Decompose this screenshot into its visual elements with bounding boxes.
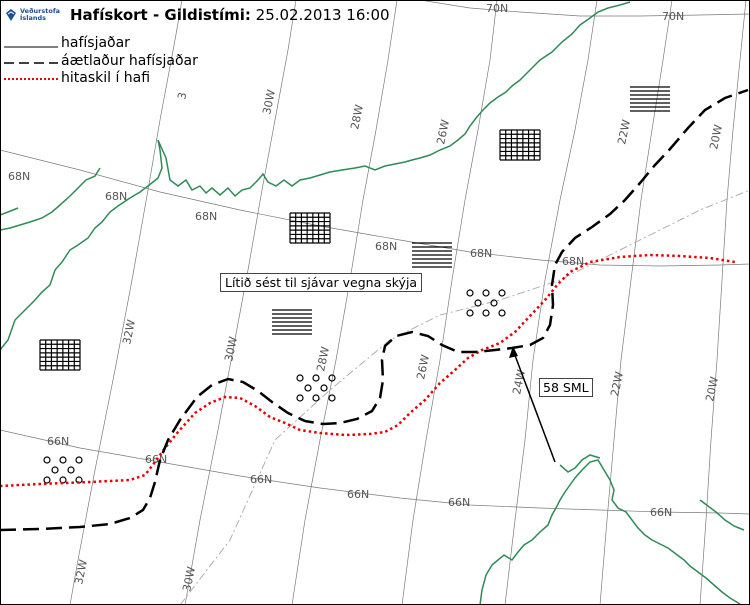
latitude-label: 68N bbox=[8, 170, 30, 183]
longitude-label: 26W bbox=[414, 353, 432, 380]
coastline-segment bbox=[479, 459, 741, 605]
meridian-line bbox=[69, 0, 183, 605]
coastline-segment bbox=[559, 454, 601, 473]
route-line bbox=[179, 189, 750, 605]
latitude-label: 70N bbox=[486, 2, 508, 15]
header: Veðurstofa Íslands Hafískort - Gildistím… bbox=[4, 2, 390, 28]
longitude-label: 32W bbox=[120, 318, 138, 345]
coastline-segment bbox=[0, 207, 19, 216]
logo-line2: Íslands bbox=[20, 14, 47, 22]
solid-line-icon bbox=[4, 46, 58, 48]
logo-icon bbox=[6, 9, 16, 21]
distance-label: 58 SML bbox=[539, 378, 593, 397]
longitude-label: 30W bbox=[222, 335, 240, 362]
new-ice-symbol bbox=[272, 309, 312, 335]
parallel-line bbox=[0, 429, 750, 515]
dashed-line-icon bbox=[4, 62, 58, 64]
latitude-label: 68N bbox=[195, 210, 217, 223]
ice-floe-dots-symbol bbox=[466, 289, 506, 317]
latitude-label: 66N bbox=[347, 488, 369, 501]
ice-floe-dots-symbol bbox=[43, 456, 83, 484]
new-ice-symbol bbox=[630, 86, 670, 112]
longitude-label: 32W bbox=[72, 558, 90, 585]
meridian-line bbox=[401, 0, 498, 605]
longitude-label: 28W bbox=[314, 345, 332, 372]
longitude-label: 26W bbox=[434, 118, 452, 145]
longitude-label: 20W bbox=[703, 375, 721, 402]
meridian-line bbox=[599, 0, 673, 605]
latitude-label: 68N bbox=[470, 247, 492, 260]
chart-title: Hafískort - Gildistími: 25.02.2013 16:00 bbox=[70, 6, 390, 24]
meridian-line bbox=[184, 0, 297, 605]
latitude-label: 68N bbox=[562, 255, 584, 268]
longitude-label: 22W bbox=[615, 118, 633, 145]
meridian-line bbox=[504, 0, 598, 605]
latitude-label: 66N bbox=[650, 506, 672, 519]
longitude-label: 20W bbox=[707, 123, 725, 150]
meridian-line bbox=[699, 0, 747, 605]
latitude-label: 66N bbox=[250, 473, 272, 486]
graticule-labels: 70N70N68N68N68N68N68N68N66N66N66N66N66N6… bbox=[8, 2, 725, 593]
latitude-label: 66N bbox=[47, 435, 69, 448]
title-prefix: Hafískort - Gildistími: bbox=[70, 6, 251, 24]
ice-floe-dots-symbol bbox=[296, 374, 336, 402]
close-pack-ice-symbol bbox=[39, 339, 81, 371]
coastline-segment bbox=[699, 499, 745, 531]
legend-label-estimated-ice-edge: áætlaður hafísjaðar bbox=[61, 53, 198, 69]
parallel-line bbox=[419, 0, 750, 17]
logo-line1: Veðurstofa bbox=[20, 7, 61, 15]
latitude-label: 66N bbox=[448, 496, 470, 509]
latitude-label: 68N bbox=[105, 190, 127, 203]
close-pack-ice-symbol bbox=[289, 212, 331, 244]
longitude-label: 30W bbox=[180, 565, 198, 592]
legend-temperature-front: hitaskil í hafi bbox=[2, 69, 150, 87]
longitude-label: 30W bbox=[260, 88, 278, 115]
coastline-segment bbox=[0, 167, 101, 231]
close-pack-ice-symbol bbox=[499, 129, 541, 161]
latitude-label: 68N bbox=[375, 240, 397, 253]
distance-arrow bbox=[509, 346, 556, 463]
legend-estimated-ice-edge: áætlaður hafísjaðar bbox=[2, 52, 198, 70]
longitude-label: 22W bbox=[608, 370, 626, 397]
dotted-red-line-icon bbox=[4, 78, 58, 80]
meridian-line bbox=[291, 0, 398, 605]
valid-time: 25.02.2013 16:00 bbox=[255, 6, 390, 24]
legend-label-temperature-front: hitaskil í hafi bbox=[61, 70, 151, 86]
latitude-label: 70N bbox=[662, 10, 684, 23]
cloud-note-label: Lítið sést til sjávar vegna skýja bbox=[220, 273, 423, 292]
longitude-label: 24W bbox=[510, 368, 528, 395]
estimated-ice-edge-line bbox=[0, 88, 749, 532]
longitude-label: 3 bbox=[175, 91, 189, 101]
new-ice-symbol bbox=[412, 242, 452, 268]
coastline-segment bbox=[0, 1, 631, 351]
parallel-line bbox=[0, 149, 750, 267]
legend-label-ice-edge: hafísjaðar bbox=[61, 35, 130, 51]
vedurstofa-logo: Veðurstofa Íslands bbox=[4, 3, 68, 27]
longitude-label: 28W bbox=[348, 103, 366, 130]
legend-ice-edge: hafísjaðar bbox=[2, 34, 130, 52]
